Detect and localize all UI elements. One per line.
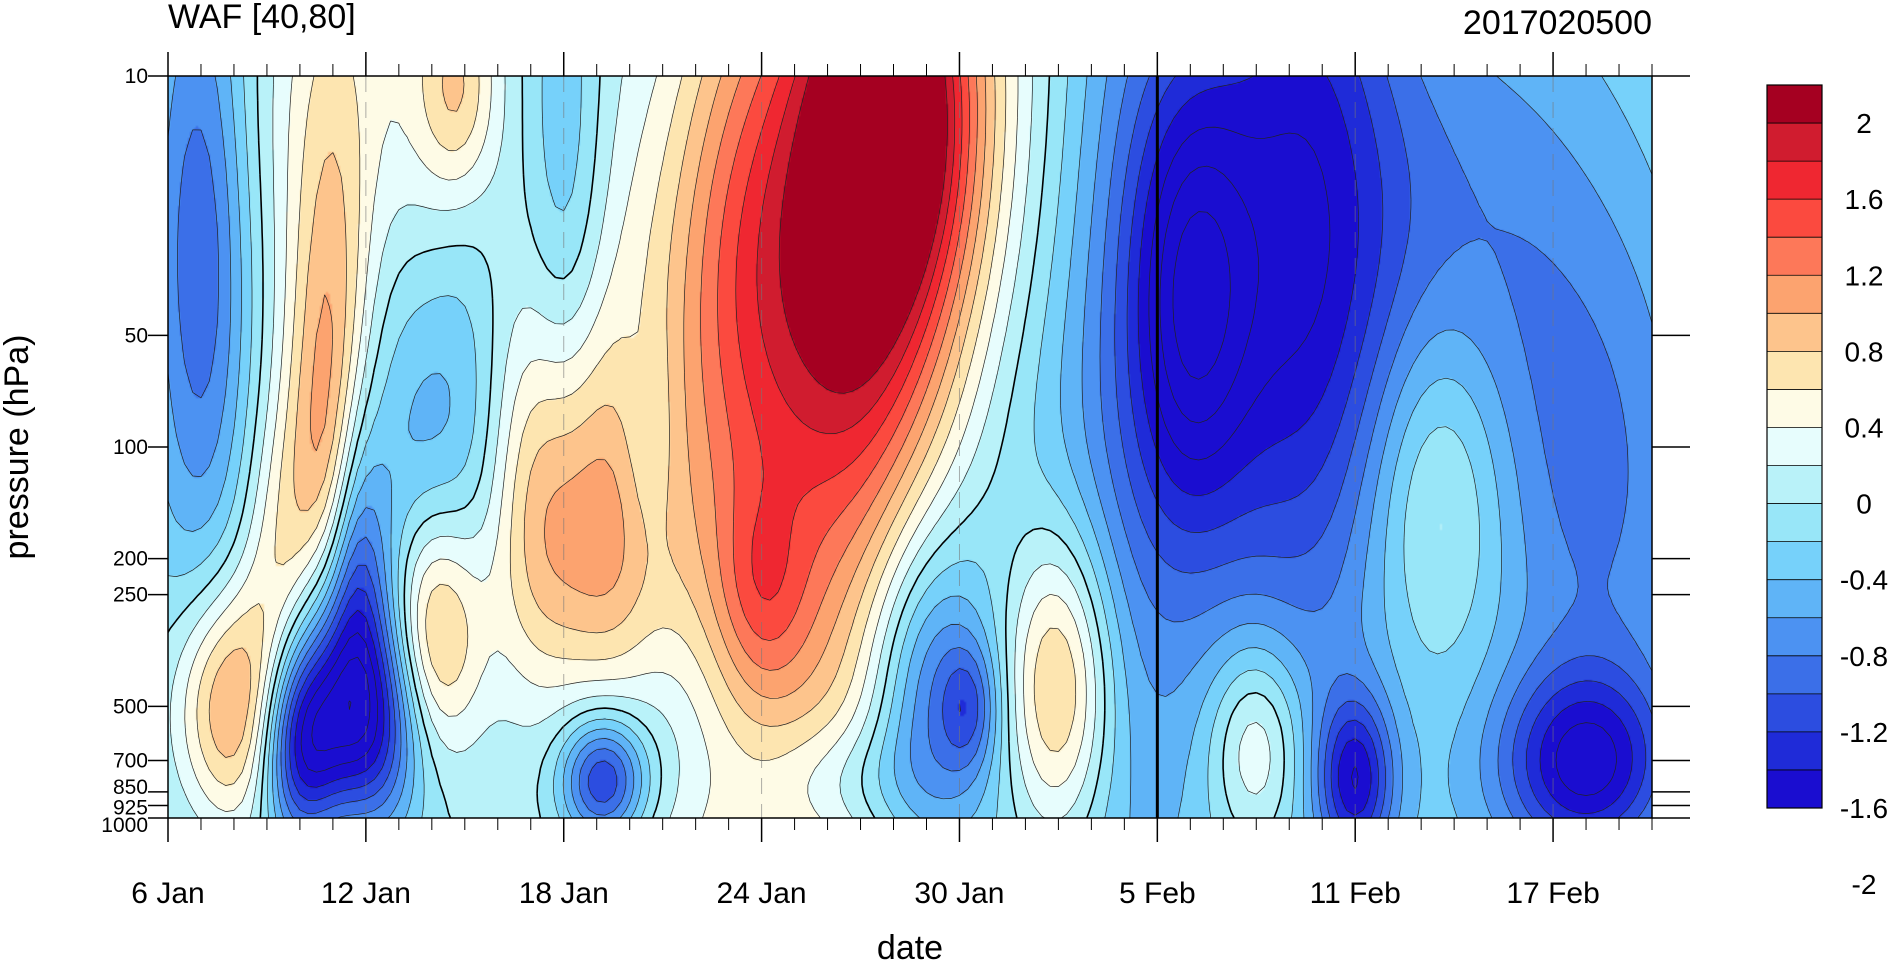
contour-fill — [168, 76, 1652, 818]
x-tick-label: 11 Feb — [1310, 877, 1401, 910]
y-tick-label: 500 — [113, 695, 148, 718]
x-tick-label: 18 Jan — [519, 877, 609, 910]
y-tick-label: 700 — [113, 750, 148, 773]
y-tick-label: 1000 — [101, 814, 148, 837]
contour-line — [284, 76, 1652, 818]
chart-subtitle: 2017020500 — [1463, 4, 1652, 42]
colorbar-label: 0.4 — [1845, 412, 1884, 443]
contour-line — [311, 165, 1260, 752]
contour-line — [348, 211, 1231, 710]
colorbar-swatch — [1767, 275, 1822, 314]
contour-line — [196, 76, 1077, 786]
contour-line — [778, 76, 948, 394]
contour-line — [168, 76, 1480, 818]
colorbar-swatch — [1767, 427, 1822, 467]
contour-line — [168, 76, 1285, 818]
colorbar-swatch — [1767, 617, 1822, 657]
y-tick-label: 850 — [113, 776, 148, 799]
contour-line — [700, 76, 978, 671]
colorbar-label: 2 — [1856, 108, 1872, 139]
contour-line — [168, 76, 1652, 818]
y-tick-label: 200 — [113, 548, 148, 571]
x-tick-label: 24 Jan — [717, 877, 807, 910]
colorbar-swatch — [1767, 693, 1822, 733]
x-axis: 6 Jan 12 Jan 18 Jan 24 Jan 30 Jan 5 Feb 11 Feb… — [131, 52, 1653, 910]
colorbar-label: -0.8 — [1840, 641, 1888, 672]
colorbar-label: -1.6 — [1840, 793, 1888, 824]
y-tick-label: 925 — [113, 796, 148, 819]
y-tick-label: 100 — [113, 436, 148, 459]
y-tick-label: 50 — [125, 324, 148, 347]
x-tick-label: 30 Jan — [914, 877, 1004, 910]
colorbar-swatch — [1767, 351, 1822, 390]
colorbar-label: -1.2 — [1840, 717, 1888, 748]
colorbar-swatch — [1767, 503, 1822, 543]
chart-title: WAF [40,80] — [168, 0, 356, 36]
y-axis-label: pressure (hPa) — [0, 335, 36, 560]
colorbar-label: 1.2 — [1845, 260, 1884, 291]
y-tick-label: 250 — [113, 584, 148, 607]
colorbar-swatch — [1767, 161, 1822, 200]
x-tick-label: 17 Feb — [1506, 877, 1599, 910]
colorbar-label: 0 — [1856, 489, 1872, 520]
colorbar-swatch — [1767, 199, 1822, 238]
colorbar-swatch — [1767, 237, 1822, 276]
colorbar-label: 1.6 — [1845, 184, 1884, 215]
colorbar-swatch — [1767, 85, 1822, 124]
colorbar-swatch — [1767, 389, 1822, 428]
colorbar-swatch — [1767, 313, 1822, 352]
y-tick-label: 10 — [125, 65, 148, 88]
colorbar-label: -2 — [1852, 869, 1877, 900]
contour-line — [310, 76, 987, 699]
colorbar-swatch — [1767, 541, 1822, 581]
colorbar-swatch — [1767, 465, 1822, 505]
colorbar-swatch — [1767, 731, 1822, 771]
x-tick-label: 12 Jan — [321, 877, 411, 910]
x-tick-label: 5 Feb — [1119, 877, 1196, 910]
contour-line — [169, 76, 1271, 818]
colorbar-swatch — [1767, 579, 1822, 619]
colorbar: 2 1.6 1.2 0.8 0.4 0 -0.4 -0.8 -1.2 -1.6 -2 — [1766, 84, 1888, 900]
colorbar-swatch — [1767, 123, 1822, 162]
contour-line — [168, 76, 1652, 818]
date-grid-lines — [365, 76, 1554, 818]
colorbar-label: -0.4 — [1840, 565, 1888, 596]
x-tick-label: 6 Jan — [131, 877, 204, 910]
colorbar-swatch — [1767, 655, 1822, 695]
contour-field — [168, 76, 1652, 818]
colorbar-frame — [1766, 84, 1823, 809]
contour-line — [717, 76, 970, 642]
x-axis-label: date — [877, 929, 943, 961]
contour-lines — [168, 76, 1652, 818]
colorbar-swatch — [1767, 769, 1822, 809]
contour-line — [177, 76, 1652, 818]
contour-line — [184, 76, 1087, 818]
colorbar-label: 0.8 — [1845, 336, 1884, 367]
contour-line — [208, 76, 996, 758]
contour-line — [289, 76, 1647, 818]
